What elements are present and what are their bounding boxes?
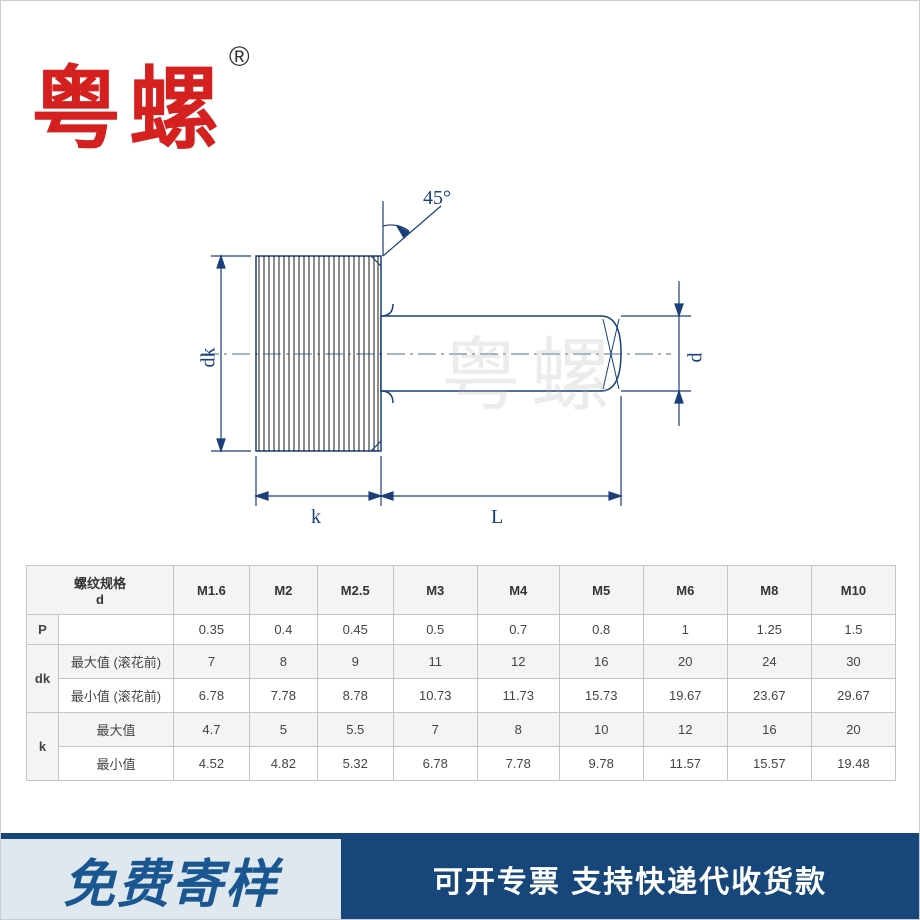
row-p: P 0.350.4 0.450.5 0.70.8 11.25 1.5: [27, 615, 896, 645]
row-k-min: 最小值 4.524.82 5.326.78 7.789.78 11.5715.5…: [27, 747, 896, 781]
row-dk-min: 最小值 (滚花前) 6.787.78 8.7810.73 11.7315.73 …: [27, 679, 896, 713]
p-sublabel: [59, 615, 174, 645]
k-param: k: [27, 713, 59, 781]
col-m8: M8: [727, 566, 811, 615]
col-m3: M3: [393, 566, 477, 615]
row-k-max: k 最大值 4.75 5.57 810 1216 20: [27, 713, 896, 747]
col-m25: M2.5: [317, 566, 393, 615]
dk-max-label: 最大值 (滚花前): [59, 645, 174, 679]
invoice-text: 可开专票 支持快递代收货款: [433, 857, 827, 901]
free-sample-text: 免费寄样: [63, 842, 279, 917]
p-label: P: [27, 615, 59, 645]
technical-diagram: 45° dk d k L: [161, 171, 761, 541]
footer: 免费寄样 可开专票 支持快递代收货款: [1, 839, 919, 919]
registered-mark: ®: [229, 41, 250, 73]
col-m2: M2: [249, 566, 317, 615]
l-label: L: [491, 506, 503, 529]
dk-label: dk: [198, 348, 221, 368]
col-m16: M1.6: [174, 566, 250, 615]
col-m10: M10: [811, 566, 895, 615]
angle-label: 45°: [423, 187, 451, 210]
k-max-label: 最大值: [59, 713, 174, 747]
spec-table: 螺纹规格 d M1.6 M2 M2.5 M3 M4 M5 M6 M8 M10 P…: [26, 565, 896, 781]
col-m5: M5: [559, 566, 643, 615]
dk-min-label: 最小值 (滚花前): [59, 679, 174, 713]
col-m6: M6: [643, 566, 727, 615]
brand-text: 粤螺: [31, 36, 227, 166]
d-label: d: [685, 353, 708, 363]
row-dk-max: dk 最大值 (滚花前) 78 911 1216 2024 30: [27, 645, 896, 679]
k-label: k: [311, 506, 321, 529]
col-m4: M4: [477, 566, 559, 615]
table-header: 螺纹规格 d M1.6 M2 M2.5 M3 M4 M5 M6 M8 M10: [27, 566, 896, 615]
footer-left: 免费寄样: [1, 839, 341, 919]
footer-right: 可开专票 支持快递代收货款: [341, 839, 919, 919]
brand-logo: 粤螺 ®: [31, 36, 250, 166]
k-min-label: 最小值: [59, 747, 174, 781]
header-param: 螺纹规格 d: [27, 566, 174, 615]
dk-param: dk: [27, 645, 59, 713]
